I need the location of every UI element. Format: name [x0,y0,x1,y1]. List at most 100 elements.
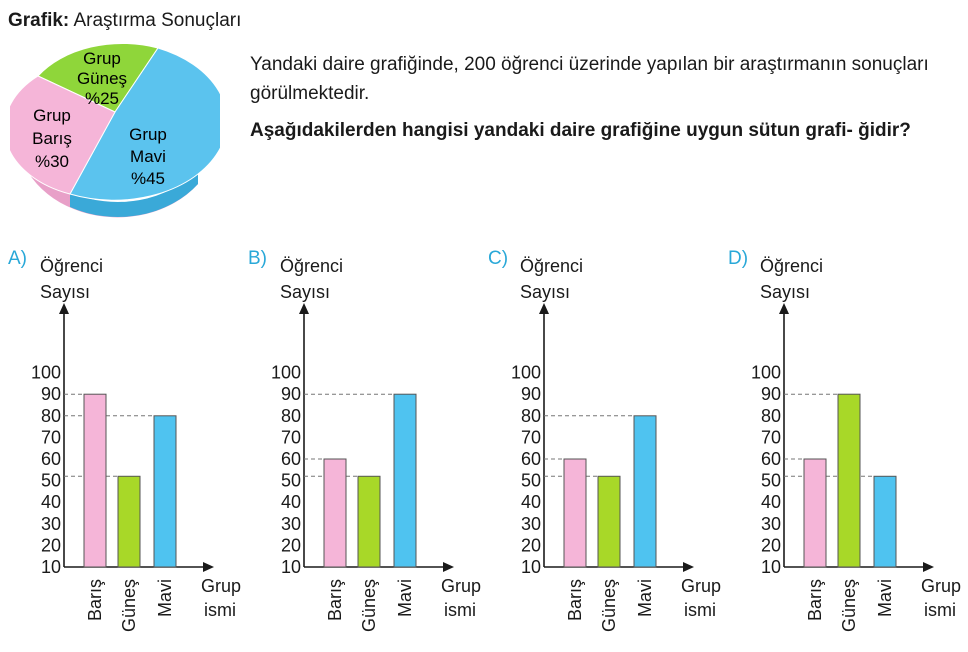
x-tick-label: Mavi [395,579,415,617]
y-tick-label: 20 [761,535,781,555]
x-tick-label: Mavi [155,579,175,617]
y-axis-label-line2: Sayısı [280,282,330,302]
y-axis-arrow-icon [299,303,309,314]
y-axis-label-line1: Öğrenci [280,256,343,276]
pie-slice-mavi [69,47,228,201]
y-axis-label-line2: Sayısı [40,282,90,302]
option-label: B) [248,248,267,269]
option-label: A) [8,248,27,269]
x-axis-label-line2: ismi [444,600,476,620]
pie-label-gunes-3: %25 [85,89,119,108]
x-axis-label-line1: Grup [681,576,721,596]
bar-Barış [83,393,107,568]
pie-label-baris-1: Grup [33,106,71,125]
x-tick-label: Barış [805,579,825,621]
y-tick-label: 100 [271,363,301,383]
x-axis-label-line2: ismi [924,600,956,620]
y-axis-label-line1: Öğrenci [760,256,823,276]
bar-Barış [803,458,827,568]
y-tick-label: 70 [761,427,781,447]
y-tick-label: 50 [521,471,541,491]
x-tick-label: Güneş [839,579,859,632]
bar-Güneş [597,475,621,568]
y-tick-label: 70 [521,427,541,447]
question-block: Yandaki daire grafiğinde, 200 öğrenci üz… [250,50,940,153]
pie-side-blue [70,169,198,217]
x-tick-label: Barış [565,579,585,621]
y-tick-label: 60 [281,449,301,469]
figure-header-bold: Grafik: [8,10,70,31]
x-tick-label: Barış [85,579,105,621]
bar-Güneş [357,475,381,568]
bar-Barış [323,458,347,568]
y-tick-label: 90 [521,384,541,404]
pie-svg: Grup Güneş %25 Grup Mavi %45 Grup Barış … [3,42,228,218]
pie-label-mavi-2: Mavi [130,147,166,166]
x-tick-label: Mavi [875,579,895,617]
pie-label-baris-2: Barış [32,129,72,148]
y-tick-label: 30 [41,514,61,534]
y-tick-label: 100 [511,363,541,383]
pie-label-mavi-3: %45 [131,169,165,188]
y-tick-label: 90 [281,384,301,404]
pie-label-mavi-1: Grup [129,125,167,144]
x-axis-label-line1: Grup [921,576,961,596]
y-tick-label: 40 [761,492,781,512]
bar-Mavi [393,393,417,568]
y-axis-label-line2: Sayısı [520,282,570,302]
y-tick-label: 10 [41,557,61,577]
x-axis-arrow-icon [203,562,214,572]
y-tick-label: 50 [761,471,781,491]
y-axis-arrow-icon [779,303,789,314]
y-tick-label: 90 [761,384,781,404]
option-label: D) [728,248,748,269]
y-axis-label-line2: Sayısı [760,282,810,302]
y-tick-label: 60 [521,449,541,469]
x-axis-arrow-icon [923,562,934,572]
y-axis-arrow-icon [539,303,549,314]
pie-slice-gunes [37,42,159,113]
pie-label-gunes-2: Güneş [77,69,127,88]
y-tick-label: 100 [31,363,61,383]
x-tick-label: Güneş [599,579,619,632]
y-tick-label: 30 [761,514,781,534]
y-tick-label: 50 [41,471,61,491]
pie-chart: Grup Güneş %25 Grup Mavi %45 Grup Barış … [3,34,228,234]
y-tick-label: 30 [281,514,301,534]
x-tick-label: Barış [325,579,345,621]
x-axis-label-line2: ismi [684,600,716,620]
bar-Mavi [153,415,177,568]
y-tick-label: 60 [761,449,781,469]
y-tick-label: 100 [751,363,781,383]
y-tick-label: 80 [761,406,781,426]
figure-header-title: Araştırma Sonuçları [69,10,242,31]
y-axis-label-line1: Öğrenci [40,256,103,276]
y-axis-arrow-icon [59,303,69,314]
y-tick-label: 20 [41,535,61,555]
x-axis-arrow-icon [683,562,694,572]
y-tick-label: 60 [41,449,61,469]
bar-Güneş [117,475,141,568]
x-tick-label: Güneş [119,579,139,632]
y-tick-label: 40 [521,492,541,512]
x-tick-label: Güneş [359,579,379,632]
x-axis-arrow-icon [443,562,454,572]
x-tick-label: Mavi [635,579,655,617]
y-tick-label: 70 [41,427,61,447]
y-tick-label: 10 [281,557,301,577]
y-tick-label: 70 [281,427,301,447]
pie-label-baris-3: %30 [35,152,69,171]
figure-header: Grafik: Araştırma Sonuçları [8,10,241,32]
y-tick-label: 40 [41,492,61,512]
bar-Mavi [633,415,657,568]
x-axis-label-line1: Grup [441,576,481,596]
x-axis-label-line2: ismi [204,600,236,620]
y-tick-label: 40 [281,492,301,512]
y-tick-label: 30 [521,514,541,534]
y-tick-label: 10 [521,557,541,577]
question-intro: Yandaki daire grafiğinde, 200 öğrenci üz… [250,54,929,104]
